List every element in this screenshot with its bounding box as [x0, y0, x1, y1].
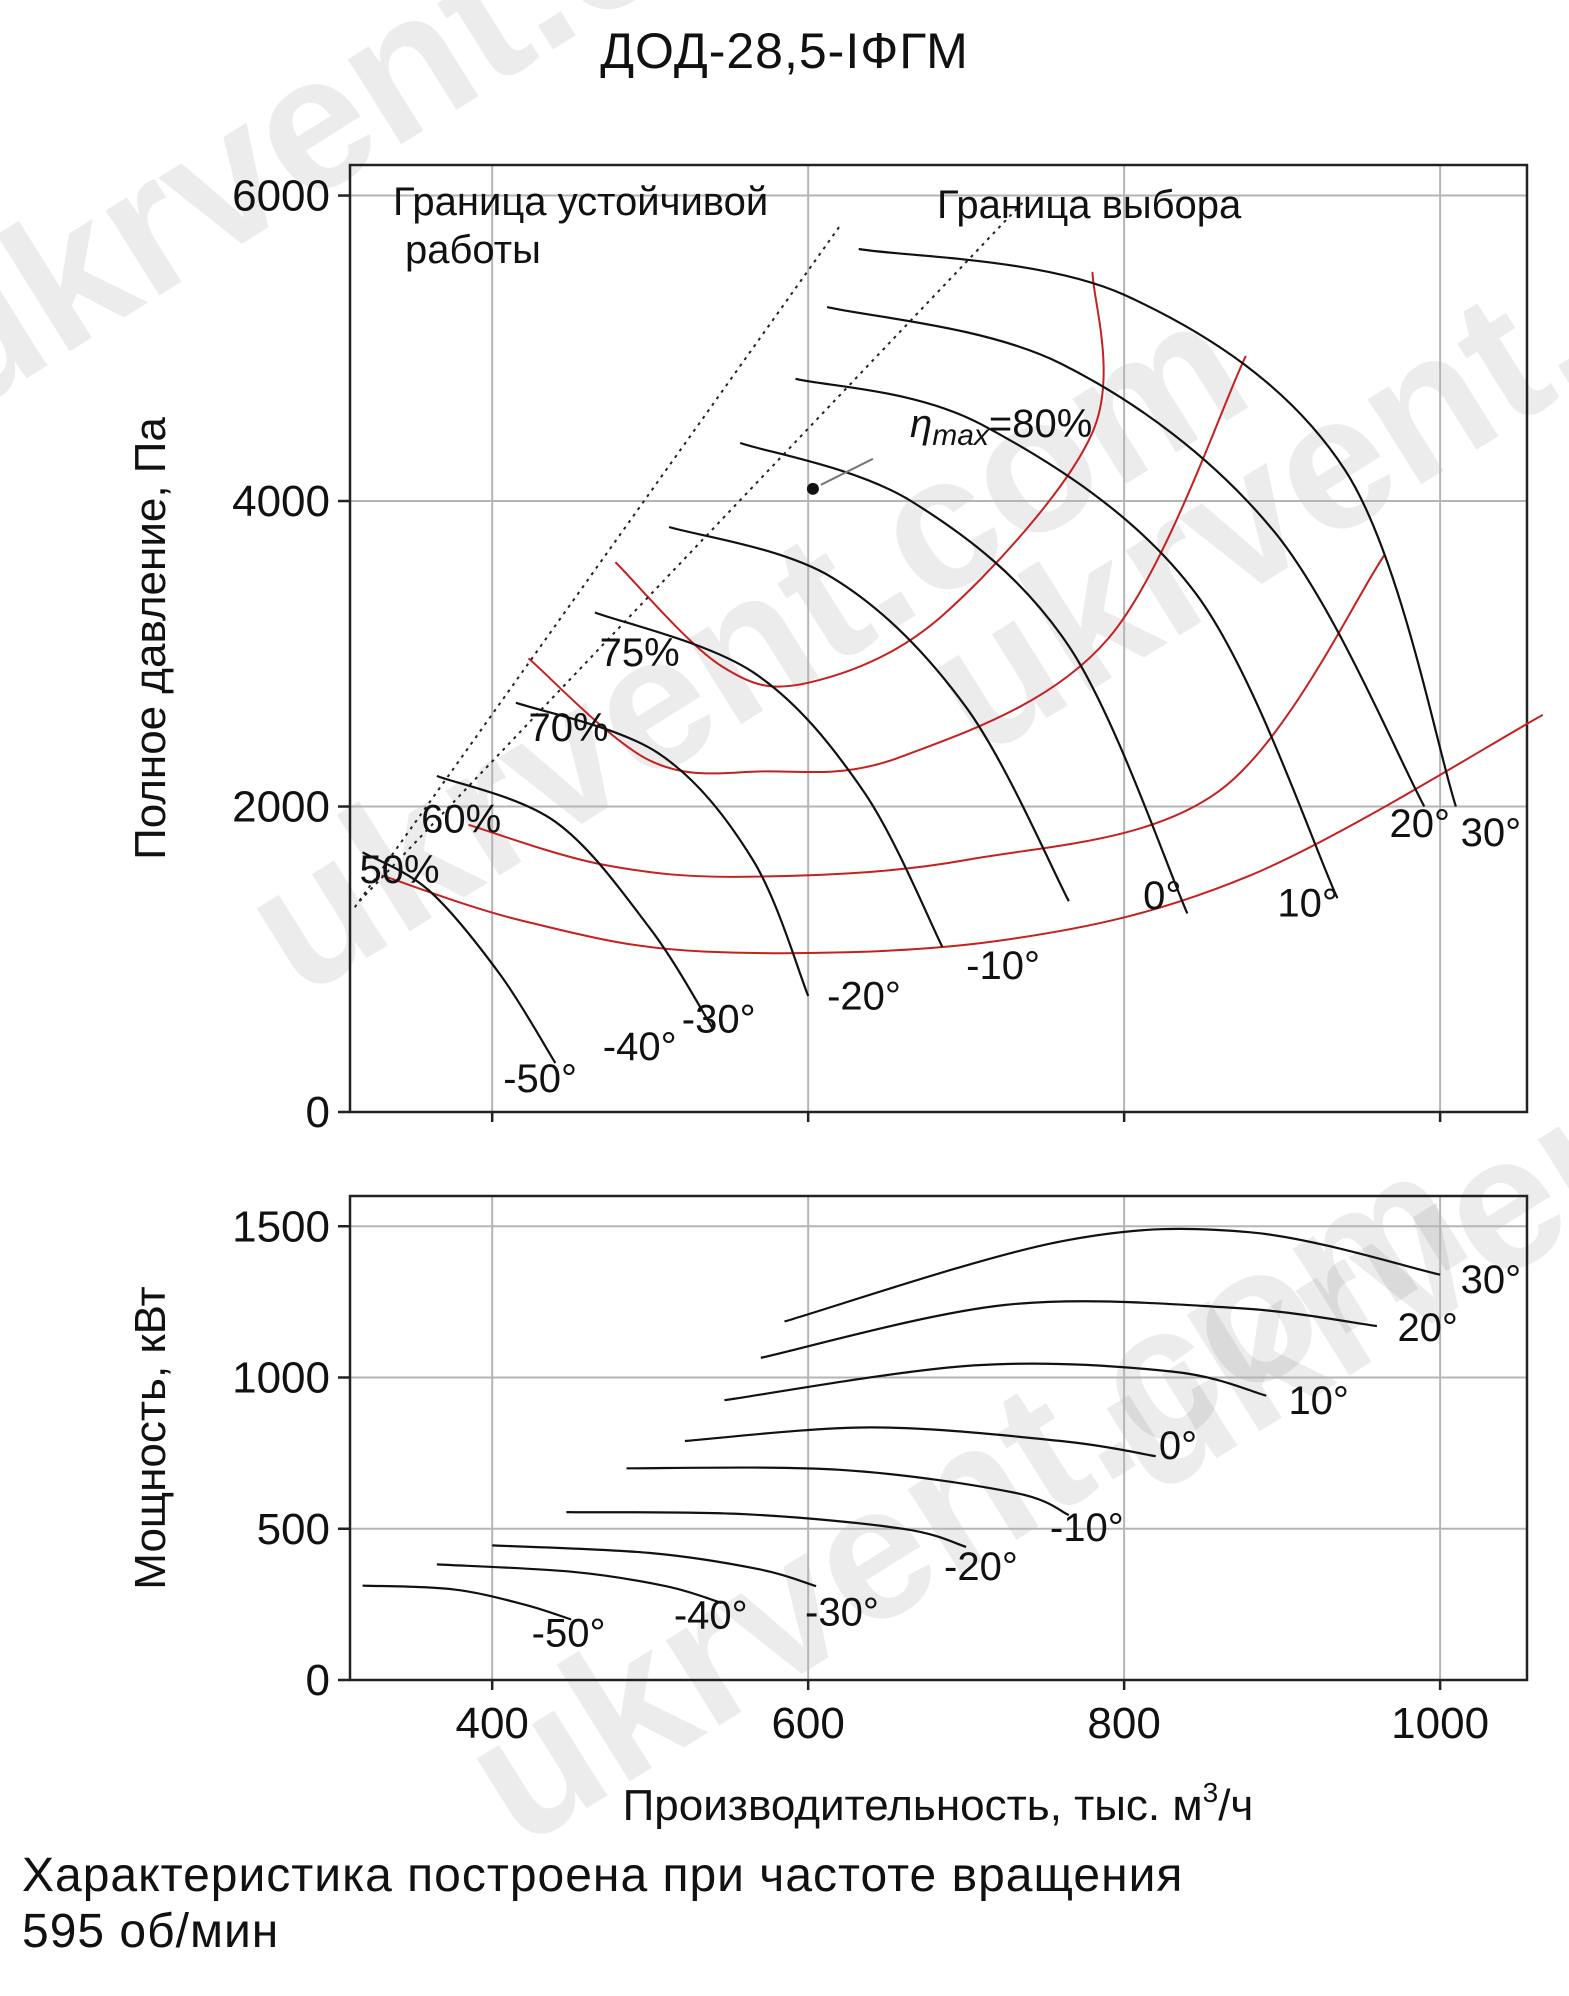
stability-boundary-label: Граница устойчивой работы — [393, 180, 768, 272]
curve-label: 20° — [1390, 802, 1451, 846]
curve-pressure — [668, 525, 1070, 902]
curve-label: 30° — [1461, 811, 1522, 855]
max-efficiency-point — [806, 482, 819, 495]
chart-caption: Характеристика построена при частоте вра… — [22, 1849, 1184, 1958]
x-tick-label: 400 — [455, 1699, 528, 1748]
curve-power — [362, 1584, 572, 1621]
y-tick-label: 500 — [257, 1505, 330, 1554]
curve-label: 10° — [1277, 881, 1338, 925]
curve-power — [436, 1563, 722, 1604]
y-tick-label: 6000 — [232, 172, 330, 221]
pressure-plot: 0 2000 4000 6000 Полное давление, Па Граница … — [126, 163, 1544, 1137]
y-tick-label: 2000 — [232, 783, 330, 832]
curve-label: 75% — [600, 631, 680, 675]
curve-label: 20° — [1397, 1306, 1458, 1350]
curve-pressure — [795, 377, 1339, 899]
curve-pressure — [739, 441, 1189, 914]
curve-label: 10° — [1288, 1379, 1349, 1423]
curve-pressure — [515, 701, 810, 997]
selection-boundary-label: Граница выбора — [937, 183, 1242, 227]
curve-label: -20° — [944, 1545, 1018, 1589]
curve-label: -40° — [674, 1594, 748, 1638]
curve-power — [492, 1544, 817, 1588]
curve-power — [626, 1466, 1070, 1517]
max-efficiency-leader — [820, 457, 874, 486]
y-tick-label: 1000 — [232, 1354, 330, 1403]
curve-label: 0° — [1143, 874, 1181, 918]
plot-frame — [348, 1194, 1529, 1682]
curve-power — [784, 1227, 1441, 1323]
y-tick-label: 0 — [306, 1656, 330, 1705]
watermark-group: ukrvent.comukrvent.comukrvent.comukrvent… — [0, 0, 1569, 1885]
curve-power — [566, 1511, 967, 1548]
curve-label: 70% — [529, 706, 609, 750]
curve-label: -20° — [827, 975, 901, 1019]
curve-label: -30° — [805, 1591, 879, 1635]
curve-power — [724, 1362, 1267, 1402]
curve-pressure — [362, 851, 557, 1064]
curve-label: -10° — [1050, 1506, 1124, 1550]
efficiency-contour — [468, 553, 1386, 878]
curve-label: 0° — [1159, 1424, 1197, 1468]
efficiency-contour — [381, 714, 1544, 955]
stability-boundary-line — [353, 225, 841, 908]
curve-power — [684, 1426, 1156, 1458]
curve-label: -50° — [503, 1057, 577, 1101]
curve-pressure — [858, 247, 1457, 807]
curve-power — [760, 1300, 1378, 1359]
x-tick-label: 600 — [771, 1699, 844, 1748]
curve-label: -50° — [532, 1612, 606, 1656]
x-tick-label: 800 — [1087, 1699, 1160, 1748]
power-plot: 400 600 800 1000 0 500 1000 1500 Мощность, кВт -5… — [126, 1194, 1529, 1830]
y-axis-label: Мощность, кВт — [126, 1286, 175, 1589]
curve-pressure — [594, 611, 944, 948]
curve-label: 50% — [359, 848, 439, 892]
curve-label: -30° — [682, 998, 756, 1042]
x-tick-label: 1000 — [1391, 1699, 1489, 1748]
curve-label: -10° — [966, 944, 1040, 988]
y-tick-label: 0 — [306, 1088, 330, 1137]
y-tick-label: 4000 — [232, 477, 330, 526]
curve-label: -40° — [603, 1025, 677, 1069]
max-efficiency-label: ηmax=80% — [910, 402, 1092, 452]
y-tick-label: 1500 — [232, 1202, 330, 1251]
x-axis-label: Производительность, тыс. м3/ч — [623, 1777, 1254, 1830]
chart-title: ДОД-28,5-IФГМ — [600, 23, 969, 79]
curve-label: 60% — [421, 797, 501, 841]
y-axis-label: Полное давление, Па — [126, 417, 175, 860]
curve-pressure — [826, 306, 1426, 808]
plot-frame — [348, 163, 1529, 1114]
selection-boundary-line — [358, 194, 1031, 902]
curve-pressure — [436, 774, 715, 1031]
curve-label: 30° — [1461, 1258, 1522, 1302]
